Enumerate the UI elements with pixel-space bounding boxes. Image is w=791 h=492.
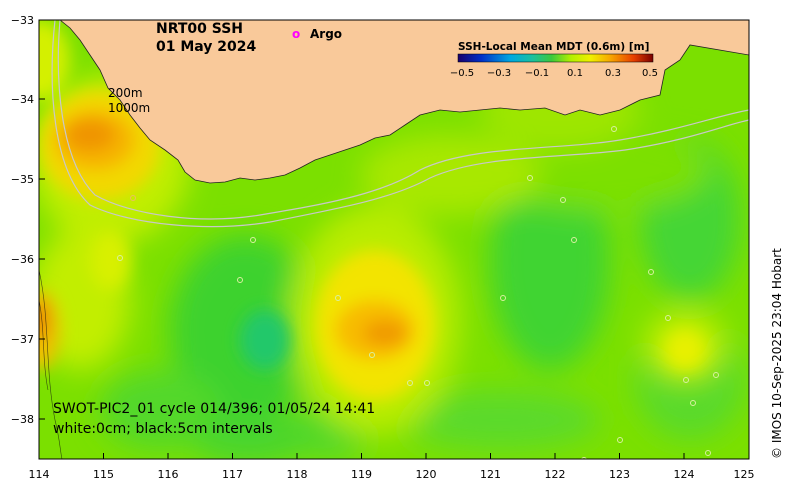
- colorbar-tick-label: −0.1: [525, 68, 549, 79]
- lon-tick-label: 120: [416, 468, 437, 481]
- colorbar-tick-label: 0.3: [605, 68, 621, 79]
- ssh-contours: [39, 269, 63, 459]
- lon-tick-label: 119: [351, 468, 372, 481]
- lat-tick-label: −36: [11, 253, 34, 266]
- isobath-lines: [51, 20, 749, 228]
- contour-interval-annotation: white:0cm; black:5cm intervals: [53, 421, 273, 437]
- map-title-date: 01 May 2024: [156, 39, 257, 55]
- colorbar-tick-label: 0.1: [567, 68, 583, 79]
- lon-tick-label: 118: [287, 468, 308, 481]
- lat-tick-label: −35: [11, 173, 34, 186]
- argo-legend-label: Argo: [310, 27, 342, 41]
- imos-credit: © IMOS 10-Sep-2025 23:04 Hobart: [770, 248, 784, 459]
- colorbar-tick-label: 0.5: [642, 68, 658, 79]
- isobath-label-1000m: 1000m: [108, 101, 150, 115]
- colorbar: [457, 53, 654, 63]
- lon-tick-label: 121: [480, 468, 501, 481]
- colorbar-tick-label: −0.3: [487, 68, 511, 79]
- lon-tick-label: 123: [609, 468, 630, 481]
- lon-tick-label: 115: [93, 468, 114, 481]
- lon-tick-label: 125: [734, 468, 755, 481]
- lon-tick-label: 124: [674, 468, 695, 481]
- swot-pass-annotation: SWOT-PIC2_01 cycle 014/396; 01/05/24 14:…: [53, 401, 375, 417]
- lon-tick-label: 116: [158, 468, 179, 481]
- argo-floats: [117, 126, 719, 459]
- colorbar-tick-label: −0.5: [450, 68, 474, 79]
- map-title-product: NRT00 SSH: [156, 21, 243, 37]
- argo-legend-symbol: o: [292, 27, 300, 41]
- lat-tick-label: −34: [11, 93, 34, 106]
- colorbar-title: SSH-Local Mean MDT (0.6m) [m]: [458, 41, 649, 53]
- isobath-label-200m: 200m: [108, 86, 143, 100]
- lon-tick-label: 117: [222, 468, 243, 481]
- lat-tick-label: −37: [11, 333, 34, 346]
- axis-ticks: [38, 19, 750, 459]
- ssh-field: [39, 20, 749, 459]
- lat-tick-label: −38: [11, 413, 34, 426]
- lat-tick-label: −33: [11, 14, 34, 27]
- lon-tick-label: 114: [29, 468, 50, 481]
- lon-tick-label: 122: [545, 468, 566, 481]
- plot-frame: [38, 19, 750, 460]
